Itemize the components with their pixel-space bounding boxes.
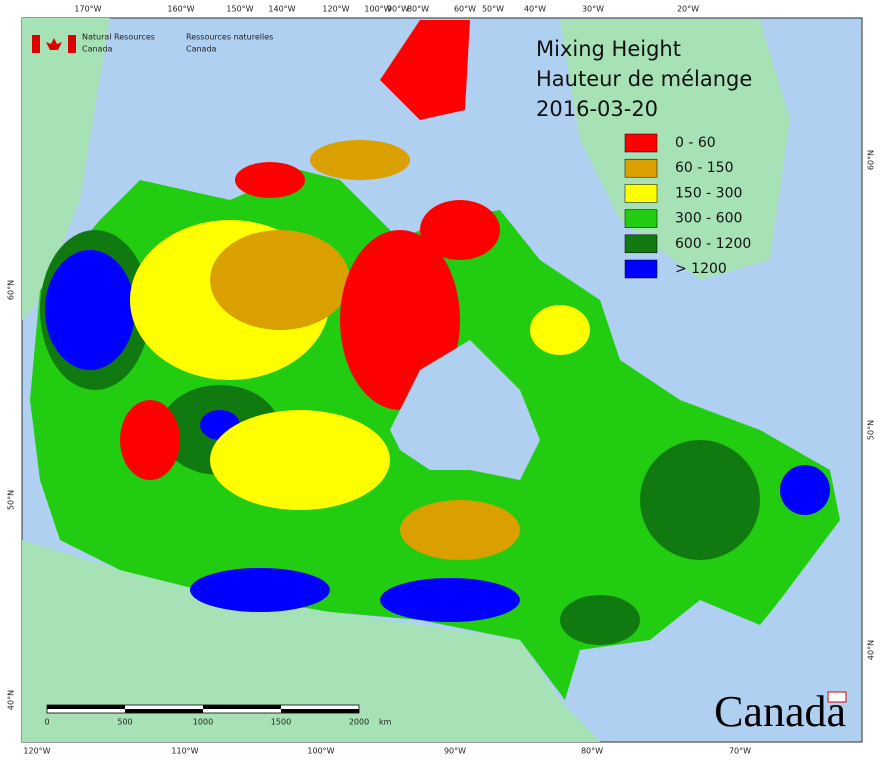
zone — [380, 578, 520, 622]
zone — [420, 200, 500, 260]
lon-label: 90°W — [444, 747, 466, 756]
lon-label: 80°W — [407, 5, 429, 14]
scale-label: 1500 — [271, 718, 291, 727]
flag-bar — [68, 35, 76, 53]
lon-label: 100°W — [364, 5, 391, 14]
legend-swatch — [624, 158, 658, 178]
lon-label: 100°W — [307, 747, 334, 756]
legend-label: 0 - 60 — [675, 135, 716, 151]
lon-label: 30°W — [582, 5, 604, 14]
scale-segment — [47, 705, 125, 709]
zone — [380, 20, 470, 120]
flag-bar — [32, 35, 40, 53]
lon-label: 90°W — [387, 5, 409, 14]
lon-label: 50°W — [482, 5, 504, 14]
header: Natural Resources Canada Ressources natu… — [32, 33, 273, 54]
scale-label: 1000 — [193, 718, 213, 727]
agency-fr: Ressources naturelles — [186, 33, 273, 42]
zone — [210, 230, 350, 330]
title: 2016-03-20 — [536, 97, 658, 121]
legend-label: > 1200 — [675, 261, 727, 277]
scale-segment — [203, 705, 281, 709]
legend-swatch — [624, 184, 658, 203]
lat-label: 50°N — [7, 490, 16, 510]
zone — [210, 410, 390, 510]
wordmark: Canada — [714, 687, 846, 736]
zone — [780, 465, 830, 515]
alaska-land — [22, 18, 110, 320]
lon-label: 60°W — [454, 5, 476, 14]
lon-label: 110°W — [171, 747, 198, 756]
legend-label: 300 - 600 — [675, 211, 742, 227]
lon-label: 70°W — [729, 747, 751, 756]
scale-label: 2000 — [349, 718, 369, 727]
agency-en: Canada — [82, 45, 113, 54]
lon-label: 20°W — [677, 5, 699, 14]
lat-label: 60°N — [7, 280, 16, 300]
agency-fr: Canada — [186, 45, 217, 54]
zone — [400, 500, 520, 560]
lon-label: 140°W — [268, 5, 295, 14]
hudson-bay — [390, 340, 540, 480]
lat-label: 40°N — [867, 640, 876, 660]
title: Hauteur de mélange — [536, 67, 752, 91]
zone — [640, 440, 760, 560]
legend-label: 600 - 1200 — [675, 236, 751, 252]
scale-segment — [281, 709, 359, 713]
scale-segment — [125, 709, 203, 713]
lon-label: 170°W — [74, 5, 101, 14]
lon-label: 80°W — [581, 747, 603, 756]
scale-label: 500 — [117, 718, 132, 727]
lat-label: 50°N — [867, 420, 876, 440]
legend-label: 150 - 300 — [675, 185, 742, 201]
lon-label: 150°W — [226, 5, 253, 14]
zone — [190, 568, 330, 612]
lon-label: 160°W — [167, 5, 194, 14]
zone — [530, 305, 590, 355]
agency-en: Natural Resources — [82, 33, 155, 42]
scale-label: 0 — [44, 718, 49, 727]
legend-swatch — [624, 259, 658, 279]
lon-label: 120°W — [23, 747, 50, 756]
wordmark-flag — [827, 691, 847, 703]
lon-label: 40°W — [524, 5, 546, 14]
legend-swatch — [624, 209, 658, 228]
zone — [45, 250, 135, 370]
zone — [235, 162, 305, 198]
maple-leaf — [46, 38, 62, 50]
zone — [120, 400, 180, 480]
legend-swatch — [624, 133, 658, 153]
zone — [310, 140, 410, 180]
legend-swatch — [624, 234, 658, 254]
scale-unit: km — [379, 718, 392, 727]
greenland — [560, 20, 790, 280]
lat-label: 40°N — [7, 690, 16, 710]
zone — [560, 595, 640, 645]
title: Mixing Height — [536, 37, 681, 61]
lon-label: 120°W — [322, 5, 349, 14]
lat-label: 60°N — [867, 150, 876, 170]
usa-land — [22, 540, 600, 742]
legend-label: 60 - 150 — [675, 160, 734, 176]
